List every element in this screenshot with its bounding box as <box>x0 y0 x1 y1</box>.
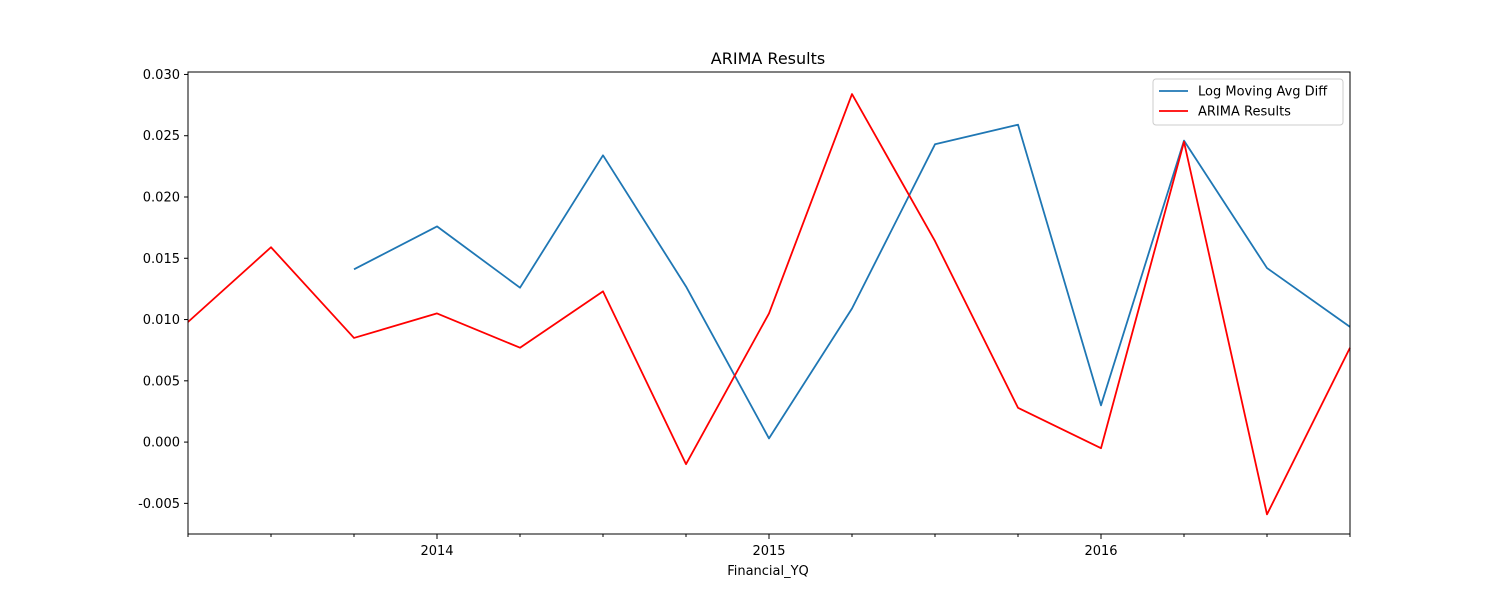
y-tick-label: -0.005 <box>138 497 180 512</box>
y-tick-label: 0.030 <box>143 68 180 83</box>
y-tick-label: 0.000 <box>143 436 180 451</box>
y-tick-label: 0.015 <box>143 252 180 267</box>
y-tick-label: 0.020 <box>143 190 180 205</box>
x-tick-label: 2016 <box>1084 544 1117 559</box>
legend-box <box>1152 78 1344 126</box>
x-tick-label: 2015 <box>752 544 785 559</box>
series-line-0 <box>353 123 1351 440</box>
plot-area <box>187 93 1351 516</box>
series-line-1 <box>187 93 1351 516</box>
y-tick-label: 0.010 <box>143 313 180 328</box>
x-axis: 2014 2015 2016 <box>187 534 1351 559</box>
legend-label: ARIMA Results <box>1198 105 1291 120</box>
legend-label: Log Moving Avg Diff <box>1198 85 1328 100</box>
x-axis-title: Financial_YQ <box>727 564 809 579</box>
y-tick-label: 0.025 <box>143 129 180 144</box>
x-tick-label: 2014 <box>420 544 453 559</box>
chart-title: ARIMA Results <box>711 49 825 68</box>
plot-frame <box>187 71 1351 535</box>
legend: Log Moving Avg Diff ARIMA Results <box>1152 78 1344 126</box>
y-tick-label: 0.005 <box>143 374 180 389</box>
y-axis: -0.005 0.000 0.005 0.010 0.015 0.020 0.025 0.03… <box>138 68 188 512</box>
